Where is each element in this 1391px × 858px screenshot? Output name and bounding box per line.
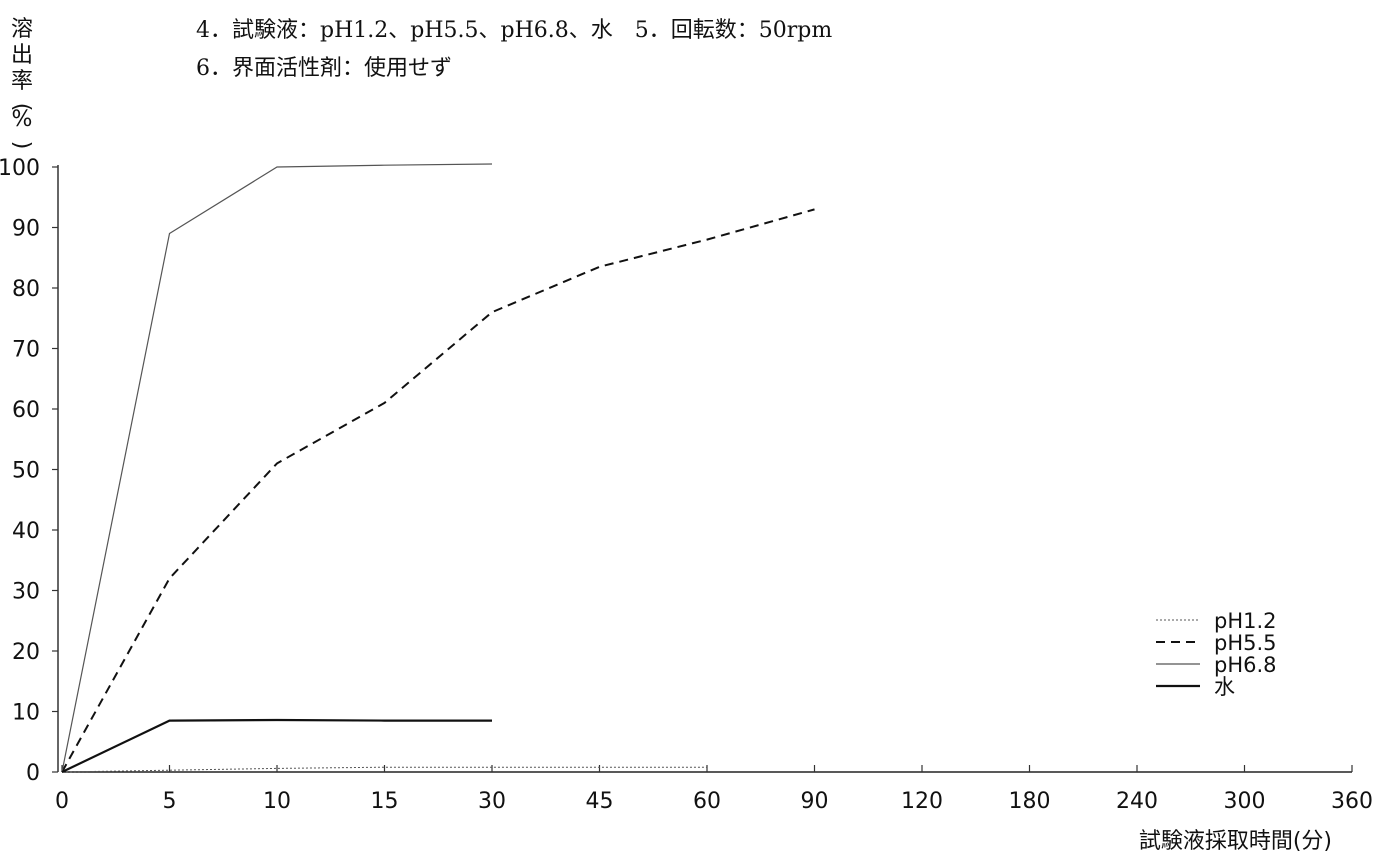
condition-line-2: 6．界面活性剤：使用せず [196, 56, 452, 81]
legend-label: pH5.5 [1214, 631, 1277, 655]
y-axis-label-char: % [12, 107, 33, 132]
y-tick-label: 90 [12, 217, 40, 242]
y-tick-label: 60 [12, 398, 40, 423]
y-axis-label-char: ( [9, 103, 34, 112]
y-tick-label: 40 [12, 519, 40, 544]
y-tick-label: 100 [0, 156, 40, 181]
x-tick-label: 60 [693, 789, 721, 814]
x-tick-label: 15 [371, 789, 399, 814]
y-axis-label-char: 溶 [11, 17, 33, 42]
y-tick-label: 30 [12, 580, 40, 605]
series-layer [61, 163, 815, 773]
legend-label: pH1.2 [1214, 609, 1277, 633]
x-tick-label: 300 [1224, 789, 1266, 814]
x-ticks: 0 5 10 15 30 45 60 90 120 180 240 300 360 [55, 765, 1373, 814]
x-tick-label: 45 [586, 789, 614, 814]
x-tick-label: 10 [263, 789, 291, 814]
legend-label: pH6.8 [1214, 653, 1277, 677]
y-axis-label-char: ) [9, 141, 34, 150]
series-line-1 [61, 208, 815, 773]
y-axis-label-char: 出 [11, 43, 33, 68]
axes [57, 165, 1352, 773]
x-tick-label: 240 [1116, 789, 1158, 814]
y-tick-label: 80 [12, 277, 40, 302]
x-tick-label: 90 [801, 789, 829, 814]
x-tick-label: 30 [478, 789, 506, 814]
y-ticks: 0 10 20 30 40 50 60 70 80 90 100 [0, 156, 58, 786]
x-tick-label: 360 [1331, 789, 1373, 814]
x-tick-label: 180 [1009, 789, 1051, 814]
x-tick-label: 120 [901, 789, 943, 814]
y-axis-label-char: 率 [11, 69, 33, 94]
x-axis-label: 試験液採取時間(分) [1139, 829, 1332, 854]
series-line-0 [61, 766, 707, 773]
y-tick-label: 50 [12, 459, 40, 484]
y-tick-label: 0 [26, 761, 40, 786]
series-line-3 [61, 718, 492, 773]
y-tick-label: 70 [12, 338, 40, 363]
legend-label: 水 [1214, 675, 1235, 699]
y-tick-label: 20 [12, 640, 40, 665]
x-tick-label: 5 [163, 789, 177, 814]
condition-line-1: 4．試験液：pH1.2、pH5.5、pH6.8、水 5．回転数：50rpm [196, 18, 833, 43]
series-line-2 [61, 163, 493, 773]
x-tick-label: 0 [55, 789, 69, 814]
y-axis-label: 溶出率 (%) [9, 17, 34, 149]
y-tick-label: 10 [12, 701, 40, 726]
